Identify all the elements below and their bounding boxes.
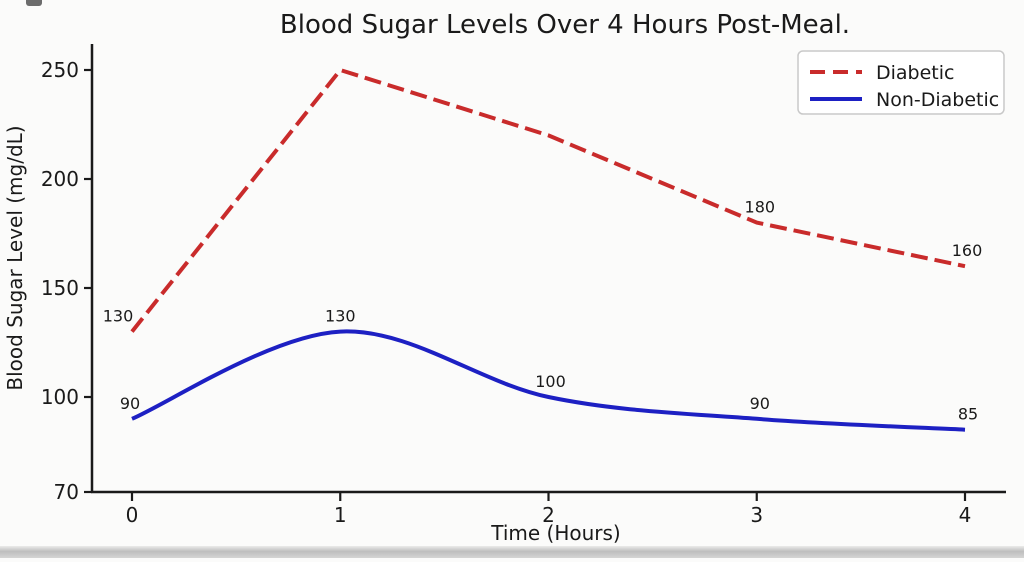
x-tick-label: 2 xyxy=(542,503,555,527)
point-label: 90 xyxy=(120,394,140,413)
point-label: 100 xyxy=(535,372,566,391)
point-label: 130 xyxy=(325,307,356,326)
point-label: 130 xyxy=(103,307,134,326)
y-axis-label: Blood Sugar Level (mg/dL) xyxy=(3,125,27,390)
x-tick-label: 1 xyxy=(334,503,347,527)
bottom-edge-strip xyxy=(0,546,1024,558)
y-tick-label: 150 xyxy=(41,276,79,300)
x-tick-label: 3 xyxy=(750,503,763,527)
y-tick-label: 70 xyxy=(54,480,79,504)
plot-series xyxy=(130,67,966,432)
x-tick-label: 4 xyxy=(959,503,972,527)
point-label: 90 xyxy=(750,394,770,413)
point-label: 180 xyxy=(745,198,776,217)
y-tick-label: 250 xyxy=(41,58,79,82)
legend: Diabetic Non-Diabetic xyxy=(797,50,1005,115)
point-annotations: 130 180 160 90 130 100 90 85 xyxy=(103,198,983,424)
legend-label-diabetic: Diabetic xyxy=(876,62,954,84)
point-label: 85 xyxy=(958,405,978,424)
chart-title: Blood Sugar Levels Over 4 Hours Post-Mea… xyxy=(280,10,850,40)
x-axis-label: Time (Hours) xyxy=(490,521,621,545)
series-line-diabetic xyxy=(130,67,966,333)
x-tick-label: 0 xyxy=(126,503,139,527)
series-line-non-diabetic xyxy=(131,329,966,432)
y-tick-label: 100 xyxy=(41,385,79,409)
legend-label-non-diabetic: Non-Diabetic xyxy=(876,89,999,111)
point-label: 160 xyxy=(952,241,983,260)
y-tick-label: 200 xyxy=(41,167,79,191)
axes: 70 100 150 200 250 0 1 2 3 4 xyxy=(41,44,1006,527)
top-edge-artifact-mark xyxy=(26,0,42,6)
